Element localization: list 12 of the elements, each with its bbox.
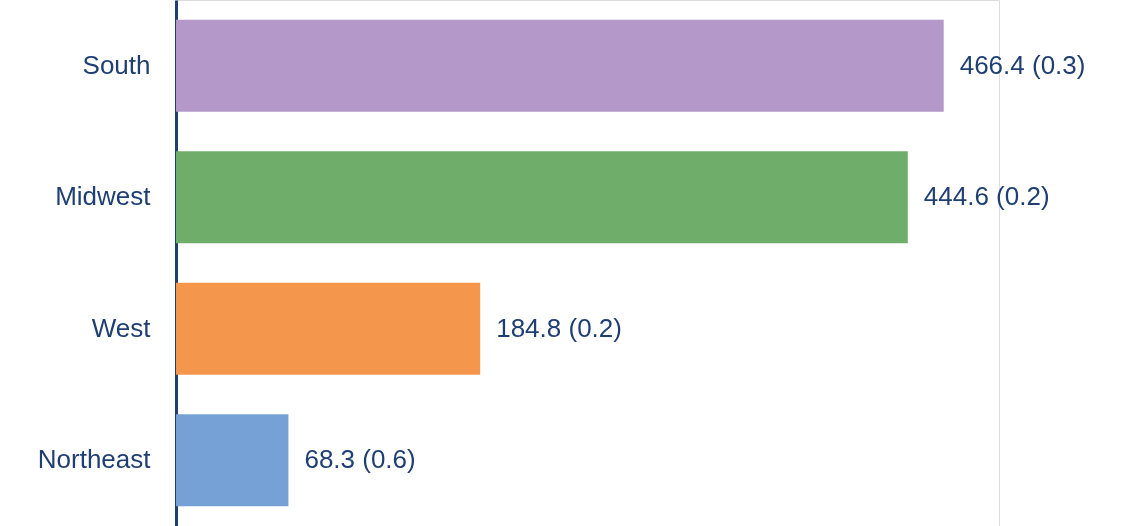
y-tick-label: Midwest (55, 181, 152, 212)
data-label: 184.8 (0.2) (496, 312, 622, 343)
data-label: 466.4 (0.3) (959, 49, 1086, 80)
bar (176, 151, 908, 244)
y-tick-label: South (82, 49, 151, 80)
y-tick-label: Northeast (37, 444, 152, 475)
bar (176, 414, 289, 507)
bar (176, 19, 944, 112)
bar (176, 282, 481, 375)
data-label: 68.3 (0.6) (304, 444, 416, 475)
data-label: 444.6 (0.2) (923, 181, 1050, 212)
y-tick-label: West (91, 312, 152, 343)
